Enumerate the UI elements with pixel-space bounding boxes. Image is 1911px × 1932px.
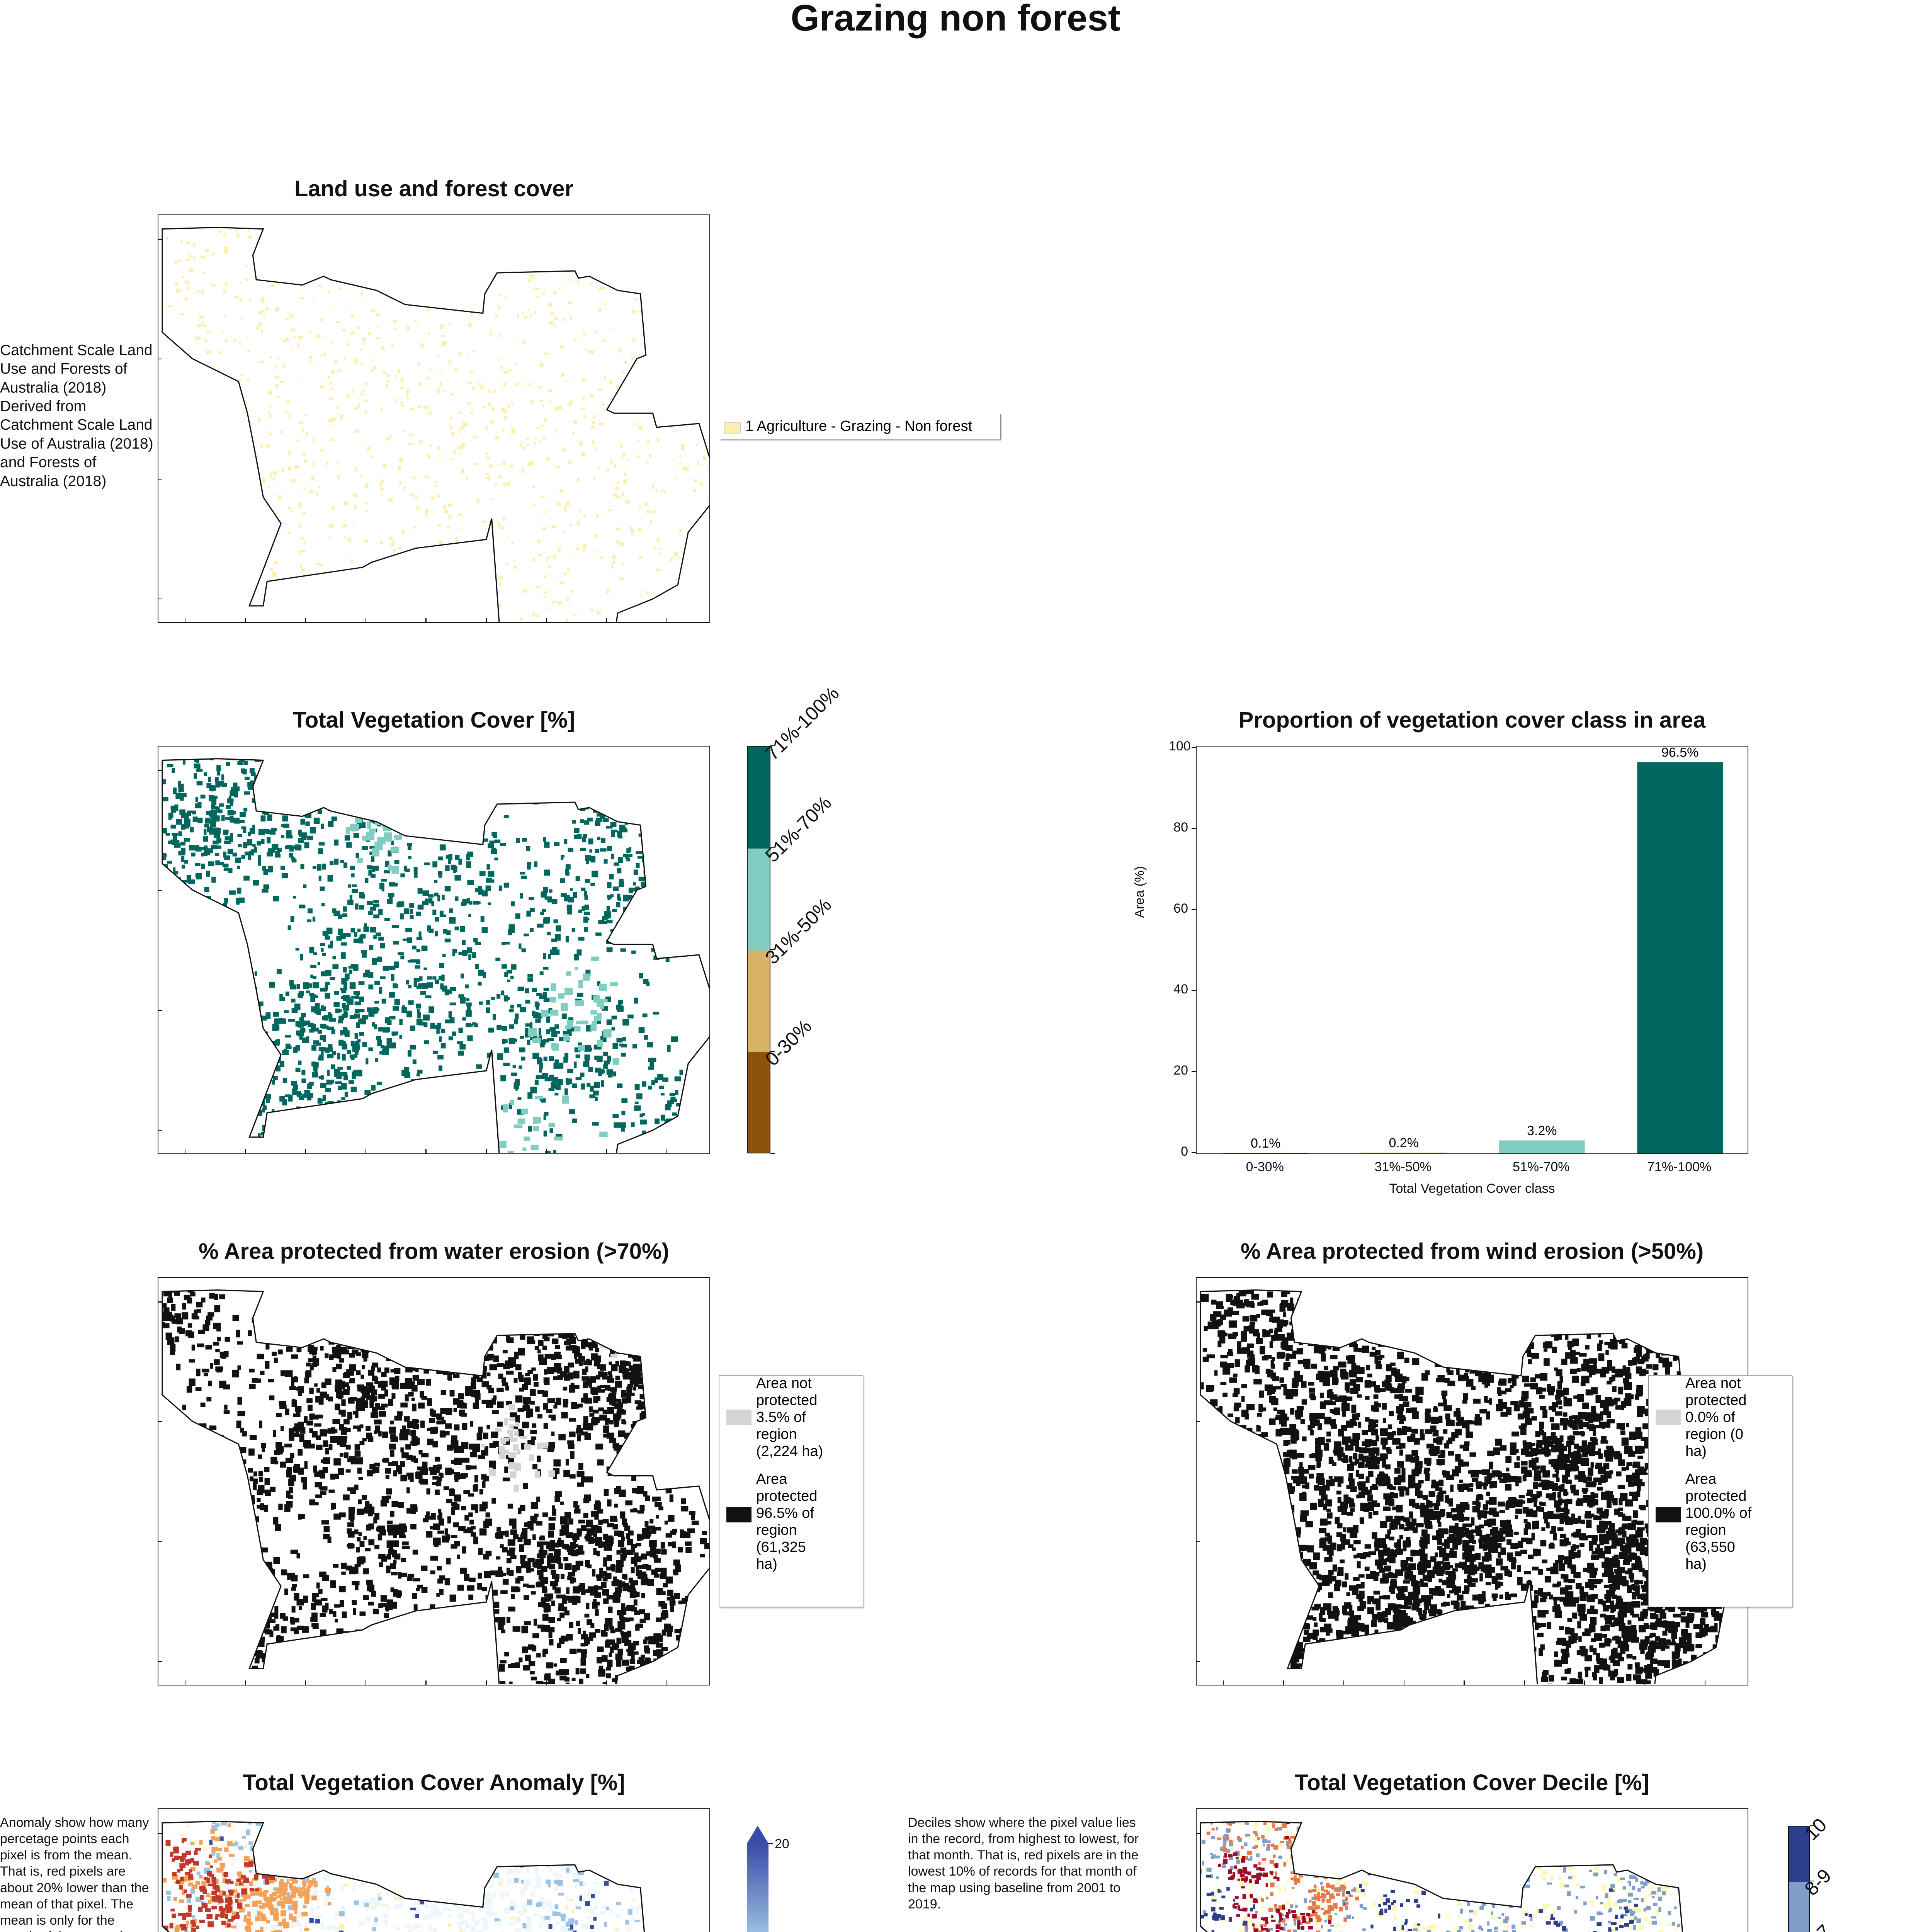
svg-text:ha): ha): [1685, 1556, 1707, 1572]
svg-text:100.0% of: 100.0% of: [1685, 1505, 1752, 1521]
svg-text:(63,550: (63,550: [1685, 1539, 1735, 1555]
svg-text:0.2%: 0.2%: [1389, 1136, 1419, 1150]
svg-text:ha): ha): [1685, 1443, 1707, 1459]
svg-text:region: region: [756, 1426, 797, 1442]
svg-text:0.1%: 0.1%: [1251, 1136, 1281, 1151]
svg-text:96.5%: 96.5%: [1661, 747, 1698, 760]
svg-text:protected: protected: [756, 1392, 817, 1408]
svg-text:1 Agriculture - Grazing - Non: 1 Agriculture - Grazing - Non forest: [745, 418, 973, 434]
svg-text:0.0% of: 0.0% of: [1685, 1409, 1735, 1425]
svg-text:ha): ha): [756, 1556, 777, 1572]
svg-text:region (0: region (0: [1685, 1426, 1743, 1442]
svg-text:96.5% of: 96.5% of: [756, 1505, 814, 1521]
svg-text:protected: protected: [1685, 1392, 1746, 1408]
svg-text:Area not: Area not: [756, 1376, 812, 1391]
svg-text:(61,325: (61,325: [756, 1539, 806, 1555]
svg-text:region: region: [1685, 1522, 1726, 1538]
svg-text:3.2%: 3.2%: [1527, 1123, 1557, 1138]
svg-text:Area: Area: [1685, 1471, 1717, 1487]
svg-text:Area: Area: [756, 1471, 787, 1487]
svg-text:Area not: Area not: [1685, 1376, 1741, 1391]
svg-text:3.5% of: 3.5% of: [756, 1409, 806, 1425]
svg-text:region: region: [756, 1522, 797, 1538]
svg-text:protected: protected: [756, 1488, 817, 1504]
svg-text:protected: protected: [1685, 1488, 1746, 1504]
svg-text:(2,224 ha): (2,224 ha): [756, 1443, 823, 1459]
